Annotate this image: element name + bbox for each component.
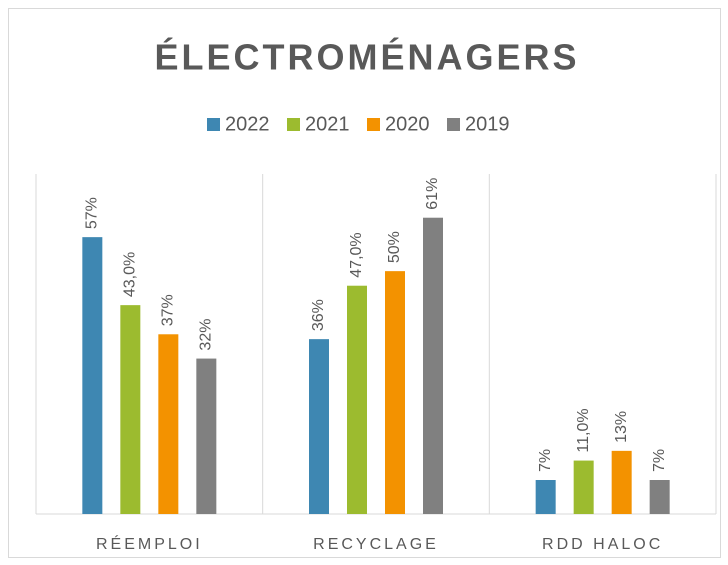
legend-swatch xyxy=(367,118,380,131)
bar xyxy=(573,460,594,514)
data-label: 7% xyxy=(651,449,668,472)
x-tick-label: RÉEMPLOI xyxy=(96,534,203,553)
bar xyxy=(535,480,556,514)
data-label: 50% xyxy=(386,231,403,263)
x-tick-label: RDD HALOC xyxy=(542,536,663,553)
bar xyxy=(82,237,103,514)
bar xyxy=(649,480,670,514)
bar xyxy=(385,271,405,514)
legend-swatch xyxy=(447,118,460,131)
bar xyxy=(611,450,632,514)
data-label: 36% xyxy=(310,299,327,331)
bar xyxy=(120,305,141,514)
data-label: 13% xyxy=(613,411,630,443)
data-label: 7% xyxy=(537,449,554,472)
data-label: 11,0% xyxy=(575,408,592,452)
legend-label: 2021 xyxy=(305,113,350,135)
legend-label: 2022 xyxy=(225,113,270,135)
chart-title: ÉLECTROMÉNAGERS xyxy=(154,37,579,78)
legend-swatch xyxy=(287,118,300,131)
legend-label: 2019 xyxy=(465,113,510,135)
legend-swatch xyxy=(207,118,220,131)
data-label: 32% xyxy=(198,319,215,351)
bar xyxy=(196,358,217,514)
x-tick-label: RECYCLAGE xyxy=(313,536,439,553)
data-label: 57% xyxy=(84,197,101,229)
data-label: 61% xyxy=(424,178,441,210)
data-label: 37% xyxy=(160,294,177,326)
data-label: 47,0% xyxy=(348,232,365,277)
bar xyxy=(347,285,367,514)
legend-label: 2020 xyxy=(385,113,430,135)
bar xyxy=(309,339,329,514)
data-label: 43,0% xyxy=(122,252,139,297)
bar xyxy=(423,217,443,514)
bar xyxy=(158,334,179,514)
